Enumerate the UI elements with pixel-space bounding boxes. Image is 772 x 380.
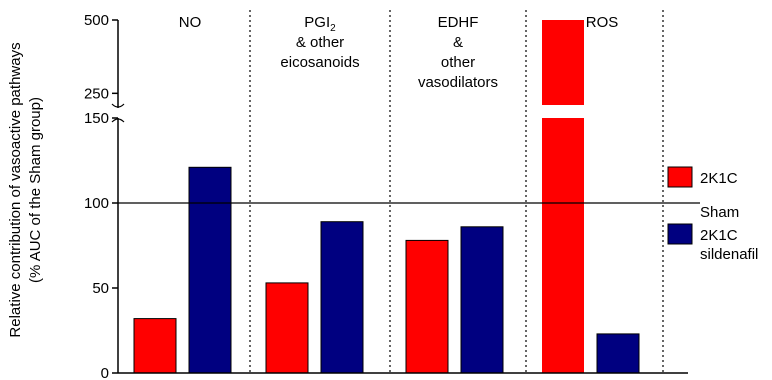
group-label: & other xyxy=(296,34,344,51)
bar xyxy=(460,226,504,374)
group-label: ROS xyxy=(586,14,619,31)
group-label: & xyxy=(453,34,463,51)
bar xyxy=(596,333,640,374)
bars-layer xyxy=(133,20,640,374)
y-axis-title-line1: Relative contribution of vasoactive path… xyxy=(7,42,24,337)
y-tick-label: 50 xyxy=(92,280,109,297)
y-tick-label: 100 xyxy=(84,195,109,212)
group-label: other xyxy=(441,54,475,71)
axis-break-mark xyxy=(111,103,125,108)
group-label: eicosanoids xyxy=(280,54,359,71)
bar xyxy=(405,239,449,374)
group-label: PGI2 xyxy=(304,14,336,34)
legend-swatch xyxy=(667,166,693,188)
group-separators xyxy=(249,10,664,373)
bar xyxy=(265,282,309,374)
legend-label: 2K1C xyxy=(700,170,738,187)
legend-label-line2: sildenafil xyxy=(700,246,758,263)
y-tick-label: 250 xyxy=(84,85,109,102)
bar xyxy=(133,318,177,374)
y-tick-label: 0 xyxy=(101,365,109,380)
axes-layer: 0 50 100 150 250 500 xyxy=(84,12,700,380)
group-label: vasodilators xyxy=(418,74,498,91)
legend: 2K1C 2K1C sildenafil Sham xyxy=(667,166,758,263)
bar-lower-segment xyxy=(542,118,584,373)
bar xyxy=(188,166,232,374)
axis-break-mark xyxy=(111,118,125,123)
bar xyxy=(320,221,364,374)
y-axis-title-line2: (% AUC of the Sham group) xyxy=(27,97,44,283)
group-label: NO xyxy=(179,14,202,31)
y-tick-label: 150 xyxy=(84,110,109,127)
bar-upper-segment xyxy=(542,20,584,105)
legend-label: 2K1C xyxy=(700,227,738,244)
legend-swatch xyxy=(667,223,693,245)
y-tick-label: 500 xyxy=(84,12,109,29)
sham-label: Sham xyxy=(700,204,739,221)
group-labels: NO PGI2& other eicosanoids EDHF & other vasodi… xyxy=(179,14,619,91)
group-label: EDHF xyxy=(438,14,479,31)
